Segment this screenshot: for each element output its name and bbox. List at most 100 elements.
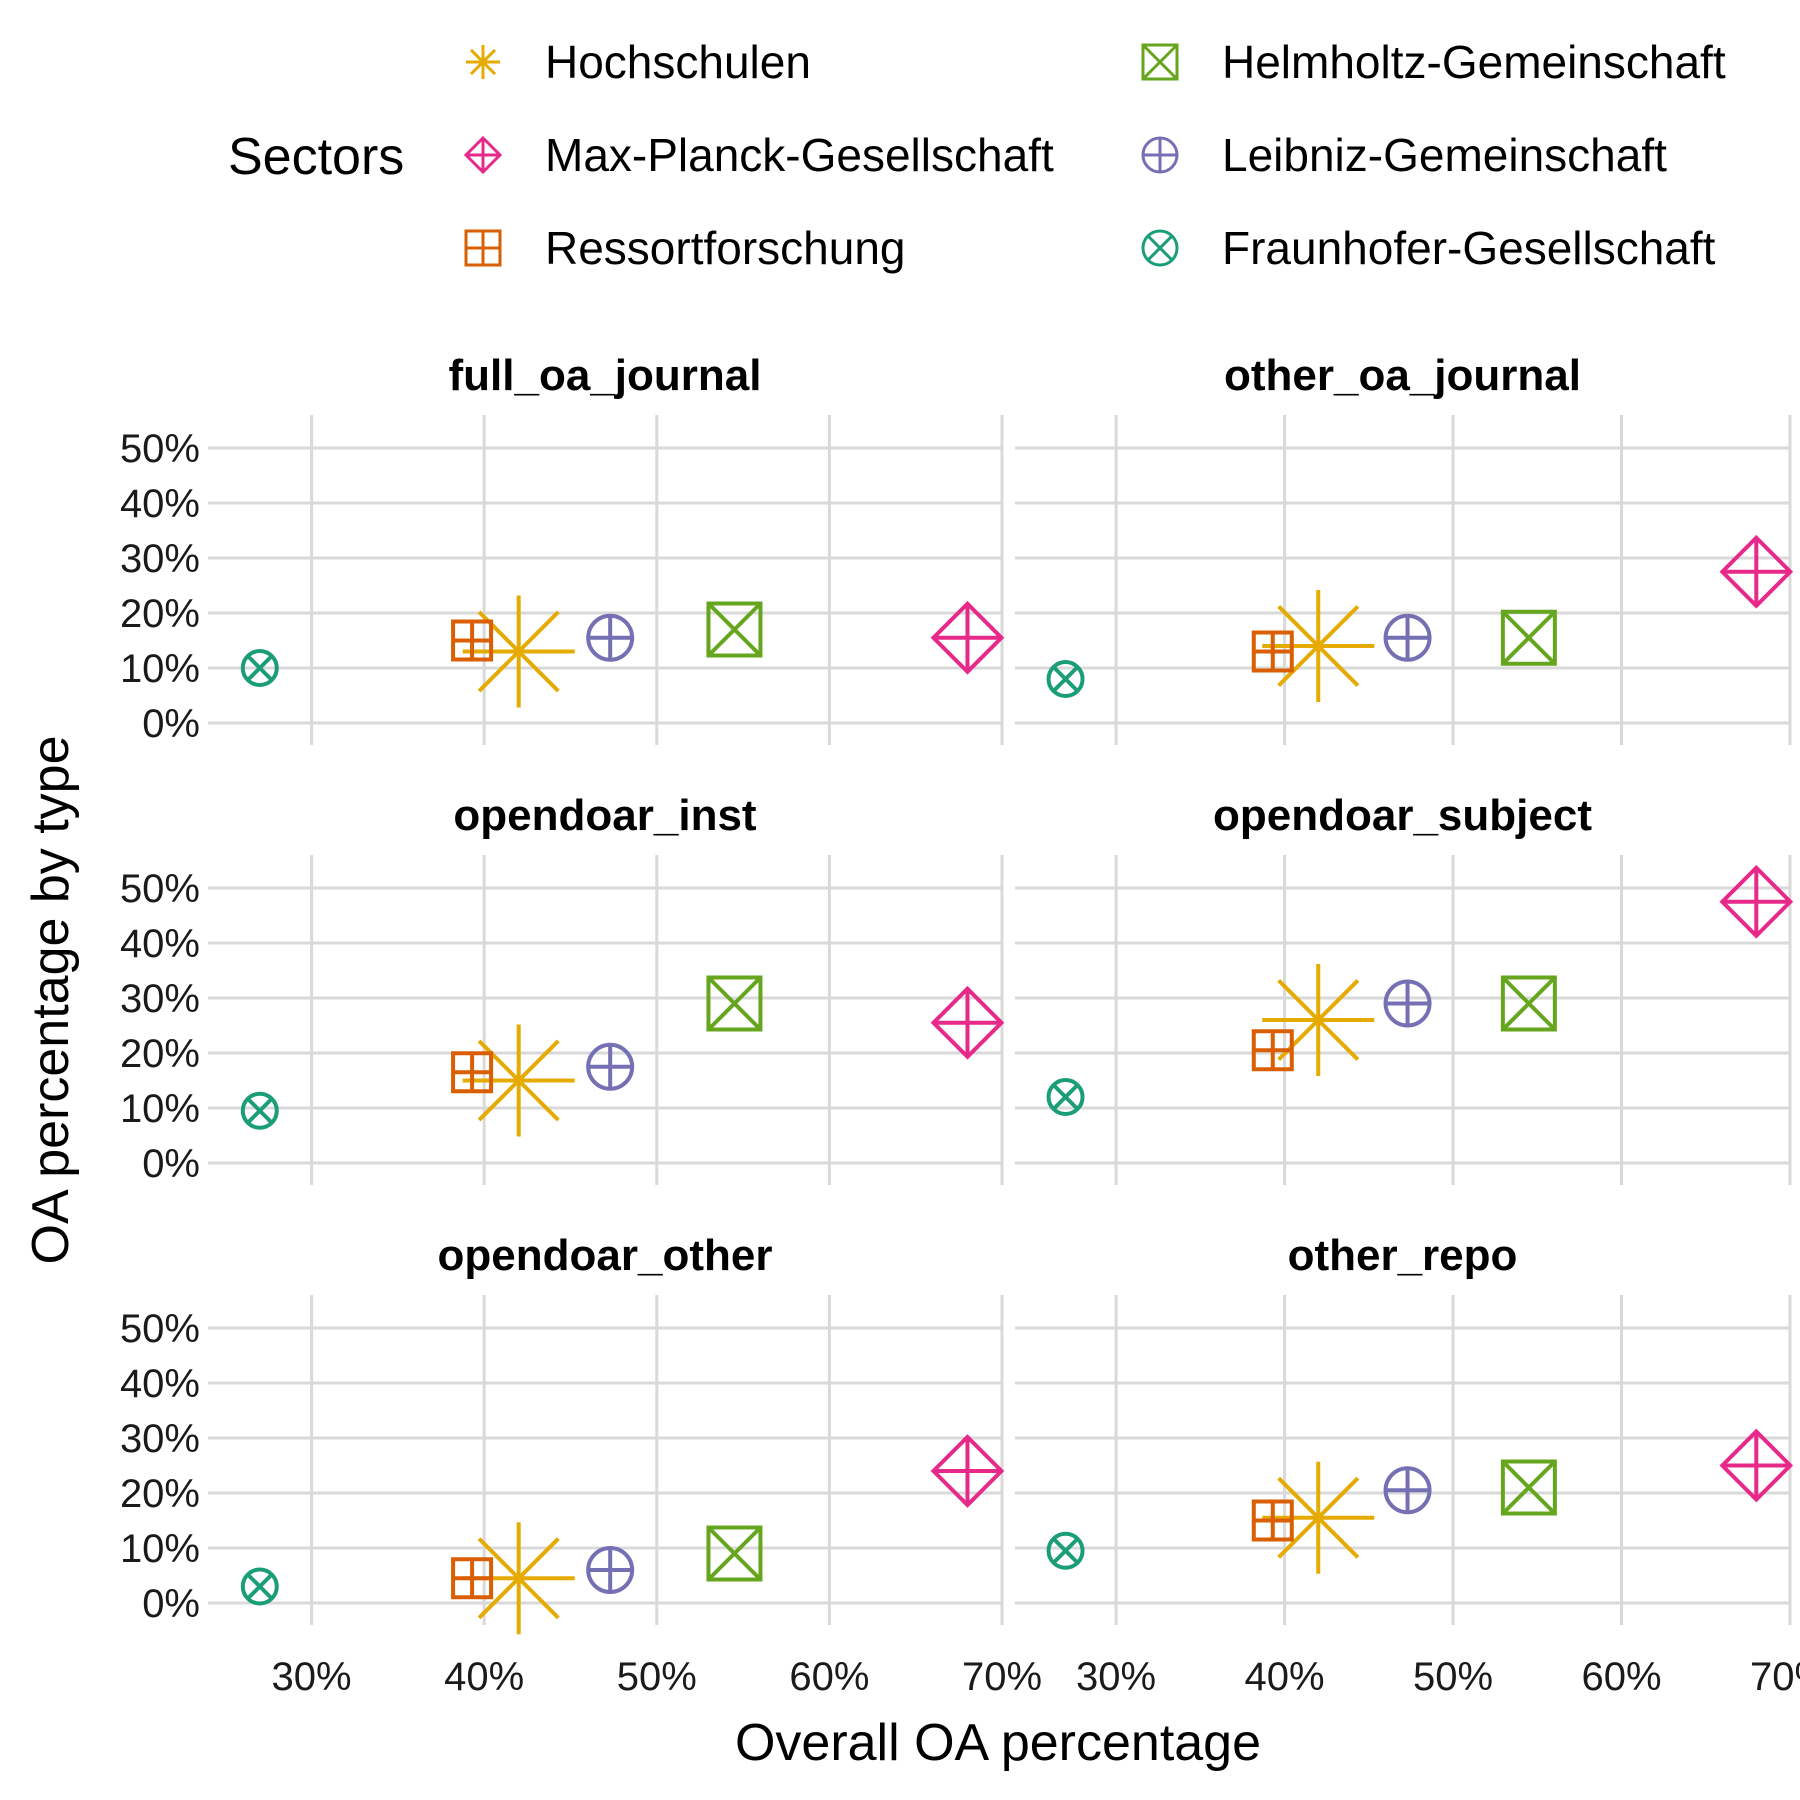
y-tick-label: 10%	[120, 1527, 200, 1571]
x-tick-label: 50%	[617, 1655, 697, 1699]
point-helmholtz-gemeinschaft	[706, 975, 763, 1032]
point-hochschulen	[462, 595, 575, 708]
point-leibniz-gemeinschaft	[1383, 613, 1432, 662]
y-axis-ticks: 0% 10% 20% 30% 40% 50%	[120, 427, 200, 746]
panel-title: other_repo	[1288, 1231, 1518, 1280]
legend-key-ressortforschung	[464, 229, 502, 267]
legend-title: Sectors	[228, 128, 404, 186]
legend-item-helmholtz-gemeinschaft: Helmholtz-Gemeinschaft	[1141, 36, 1726, 88]
point-fraunhofer-gesellschaft	[240, 649, 279, 687]
point-helmholtz-gemeinschaft	[1500, 975, 1557, 1032]
y-tick-label: 10%	[120, 647, 200, 691]
legend-item-fraunhofer-gesellschaft: Fraunhofer-Gesellschaft	[1141, 222, 1716, 274]
panel-points	[240, 595, 1005, 708]
point-helmholtz-gemeinschaft	[706, 1525, 763, 1582]
legend: Sectors Hochschulen Max-Planck-Gesellscha…	[228, 36, 1726, 274]
x-tick-label: 30%	[272, 1655, 352, 1699]
point-leibniz-gemeinschaft	[586, 1546, 635, 1594]
point-ressortforschung	[451, 1051, 494, 1094]
point-leibniz-gemeinschaft	[1383, 979, 1432, 1028]
point-max-planck-gesellschaft	[1719, 534, 1794, 609]
y-tick-label: 0%	[142, 1142, 200, 1186]
panel-title: opendoar_subject	[1213, 791, 1592, 840]
legend-item-hochschulen: Hochschulen	[466, 36, 811, 88]
point-max-planck-gesellschaft	[930, 600, 1005, 675]
panel-full-oa-journal: full_oa_journal 0% 10% 20% 30% 40% 50%	[120, 351, 1005, 746]
x-tick-label: 70%	[962, 1655, 1042, 1699]
point-leibniz-gemeinschaft	[586, 613, 635, 662]
point-max-planck-gesellschaft	[930, 985, 1005, 1060]
legend-items: Hochschulen Max-Planck-Gesellschaft Ressor…	[463, 36, 1726, 274]
point-fraunhofer-gesellschaft	[240, 1091, 279, 1130]
y-tick-label: 50%	[120, 427, 200, 471]
y-tick-label: 30%	[120, 977, 200, 1021]
legend-key-fraunhofer-gesellschaft	[1141, 229, 1179, 267]
panel-title: other_oa_journal	[1224, 351, 1581, 400]
x-axis-ticks: 30% 40% 50% 60% 70% 30% 40% 50% 60% 70%	[272, 1655, 1800, 1699]
point-leibniz-gemeinschaft	[1383, 1466, 1432, 1515]
panel-title: opendoar_other	[438, 1231, 773, 1280]
point-helmholtz-gemeinschaft	[706, 601, 763, 658]
panel-opendoar-other: opendoar_other 0% 10% 20% 30% 40% 50%	[120, 1231, 1005, 1635]
legend-label: Leibniz-Gemeinschaft	[1222, 129, 1667, 181]
x-tick-label: 70%	[1750, 1655, 1800, 1699]
y-axis-ticks: 0% 10% 20% 30% 40% 50%	[120, 1307, 200, 1626]
y-tick-label: 40%	[120, 1362, 200, 1406]
y-tick-label: 40%	[120, 922, 200, 966]
point-max-planck-gesellschaft	[930, 1434, 1005, 1508]
point-hochschulen	[1262, 1461, 1375, 1574]
panel-opendoar-subject: opendoar_subject	[1015, 791, 1794, 1185]
panel-gridlines	[208, 855, 1004, 1185]
x-tick-label: 40%	[444, 1655, 524, 1699]
point-leibniz-gemeinschaft	[586, 1042, 635, 1091]
point-ressortforschung	[451, 619, 494, 662]
point-ressortforschung	[451, 1557, 494, 1600]
x-tick-label: 30%	[1076, 1655, 1156, 1699]
y-tick-label: 50%	[120, 867, 200, 911]
panel-other-oa-journal: other_oa_journal	[1015, 351, 1794, 745]
legend-label: Ressortforschung	[545, 222, 906, 274]
point-fraunhofer-gesellschaft	[240, 1567, 279, 1606]
point-ressortforschung	[1251, 1029, 1294, 1072]
panel-points	[240, 975, 1005, 1137]
point-max-planck-gesellschaft	[1719, 864, 1794, 939]
panel-title: full_oa_journal	[449, 351, 762, 400]
panel-gridlines	[1015, 855, 1792, 1185]
y-tick-label: 0%	[142, 702, 200, 746]
y-tick-label: 50%	[120, 1307, 200, 1351]
panel-points	[240, 1434, 1005, 1635]
point-hochschulen	[1262, 964, 1375, 1076]
x-tick-label: 40%	[1245, 1655, 1325, 1699]
point-fraunhofer-gesellschaft	[1046, 1078, 1085, 1116]
y-tick-label: 0%	[142, 1582, 200, 1626]
point-fraunhofer-gesellschaft	[1046, 1531, 1085, 1570]
y-tick-label: 30%	[120, 1417, 200, 1461]
point-helmholtz-gemeinschaft	[1500, 609, 1557, 666]
panel-gridlines	[1015, 415, 1792, 745]
panel-other-repo: other_repo	[1015, 1231, 1794, 1625]
x-axis-title: Overall OA percentage	[735, 1714, 1261, 1772]
legend-label: Helmholtz-Gemeinschaft	[1222, 36, 1726, 88]
legend-key-helmholtz-gemeinschaft	[1141, 43, 1179, 81]
legend-label: Hochschulen	[545, 36, 811, 88]
y-axis-title: OA percentage by type	[22, 735, 80, 1264]
point-helmholtz-gemeinschaft	[1500, 1459, 1557, 1516]
legend-label: Fraunhofer-Gesellschaft	[1222, 222, 1716, 274]
legend-item-ressortforschung: Ressortforschung	[464, 222, 906, 274]
point-hochschulen	[462, 1024, 575, 1137]
x-tick-label: 50%	[1413, 1655, 1493, 1699]
y-tick-label: 40%	[120, 482, 200, 526]
y-tick-label: 10%	[120, 1087, 200, 1131]
y-axis-ticks: 0% 10% 20% 30% 40% 50%	[120, 867, 200, 1186]
panel-title: opendoar_inst	[453, 791, 756, 840]
panel-points	[1046, 1428, 1794, 1574]
point-fraunhofer-gesellschaft	[1046, 660, 1085, 698]
facet-panels: full_oa_journal 0% 10% 20% 30% 40% 50% other_oa…	[120, 351, 1794, 1635]
y-tick-label: 20%	[120, 592, 200, 636]
panel-points	[1046, 534, 1794, 702]
y-tick-label: 30%	[120, 537, 200, 581]
x-tick-label: 60%	[1581, 1655, 1661, 1699]
y-tick-label: 20%	[120, 1472, 200, 1516]
legend-key-max-planck-gesellschaft	[463, 135, 503, 175]
